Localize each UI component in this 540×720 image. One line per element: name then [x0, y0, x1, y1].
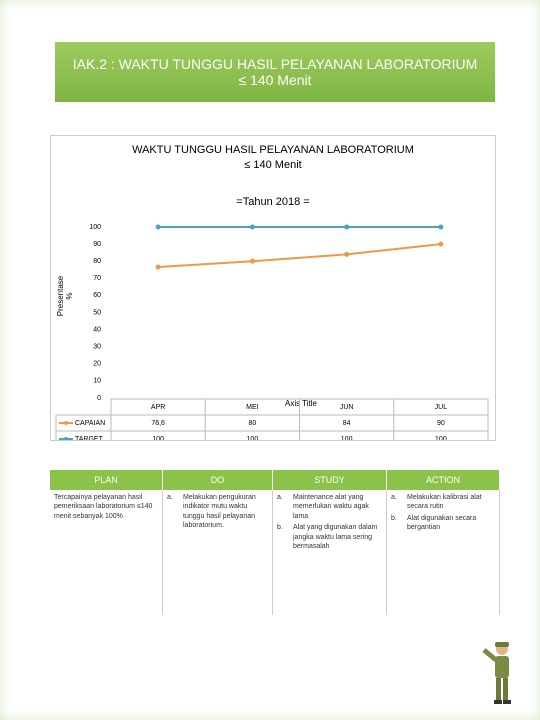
item-text: Maintenance alat yang memerlukan waktu a… [293, 494, 369, 520]
data-table-value: 80 [248, 420, 256, 427]
y-tick-label: 90 [93, 241, 101, 248]
y-tick-label: 0 [97, 395, 101, 402]
item-text: Melakukan pengukuran indikator mutu wakt… [183, 494, 256, 530]
point [249, 224, 255, 230]
study-cell: a. Maintenance alat yang memerlukan waktu… [273, 490, 387, 615]
action-cell: a. Melakukan kalibrasi alat secara rutin b… [387, 490, 500, 615]
line [158, 243, 441, 269]
item-marker: b. [277, 524, 283, 532]
point [344, 224, 350, 230]
list-item: a. Melakukan kalibrasi alat secara rutin [391, 493, 495, 512]
x-tick-label: JUL [435, 404, 448, 411]
column-header: ACTION [387, 470, 500, 490]
item-marker: a. [391, 494, 397, 501]
x-tick-label: APR [151, 404, 165, 411]
do-cell: a. Melakukan pengukuran indikator mutu wa… [163, 490, 273, 615]
y-axis-label: % [65, 292, 74, 299]
data-table-value: 100 [247, 436, 259, 441]
chart-subtitle: =Tahun 2018 = [236, 196, 309, 208]
list-item: a. Maintenance alat yang memerlukan waktu… [277, 493, 382, 521]
x-tick-label: MEI [246, 404, 259, 411]
list-item: a. Melakukan pengukuran indikator mutu wa… [167, 493, 268, 531]
legend-label: TARGET [75, 436, 104, 441]
y-tick-label: 30 [93, 344, 101, 351]
data-table-value: 100 [435, 436, 447, 441]
y-axis-label: Presentase [56, 275, 65, 316]
list-item: b. Alat digunakan secara bergantian [391, 514, 495, 533]
y-tick-label: 80 [93, 258, 101, 265]
chart-title: WAKTU TUNGGU HASIL PELAYANAN LABORATORIU… [132, 144, 414, 156]
item-marker: b. [391, 514, 397, 522]
column-header: STUDY [273, 470, 387, 490]
point [155, 264, 161, 270]
point [438, 241, 444, 247]
point [438, 224, 444, 230]
plan-cell: Tercapainya pelayanan hasil pemeriksaan … [50, 490, 163, 615]
data-table-value: 100 [341, 436, 353, 441]
item-text: Alat digunakan secara bergantian [407, 514, 477, 532]
y-tick-label: 70 [93, 275, 101, 282]
chart: WAKTU TUNGGU HASIL PELAYANAN LABORATORIU… [50, 135, 496, 441]
legend-swatch [64, 437, 68, 440]
point [155, 224, 161, 230]
legend-swatch [64, 421, 68, 425]
header-title: ≤ 140 Menit [238, 72, 312, 88]
data-table-value: 84 [343, 420, 351, 427]
y-tick-label: 100 [89, 224, 101, 231]
x-tick-label: JUN [340, 404, 354, 411]
data-table-value: 76,6 [151, 420, 165, 427]
soldier-icon [482, 642, 511, 704]
item-text: Melakukan kalibrasi alat secara rutin [407, 494, 482, 511]
item-marker: a. [277, 494, 283, 501]
legend-label: CAPAIAN [75, 420, 105, 427]
data-table-value: 90 [437, 420, 445, 427]
item-text: Alat yang digunakan dalam jangka waktu l… [293, 524, 378, 551]
chart-title: ≤ 140 Menit [244, 159, 301, 171]
item-marker: a. [167, 494, 173, 501]
y-tick-label: 40 [93, 326, 101, 333]
y-tick-label: 10 [93, 378, 101, 385]
point [249, 258, 255, 264]
header-title: IAK.2 : WAKTU TUNGGU HASIL PELAYANAN LAB… [72, 56, 478, 72]
x-axis-label: Axis Title [285, 399, 318, 408]
data-table-value: 100 [152, 436, 164, 441]
y-tick-label: 50 [93, 309, 101, 316]
point [344, 251, 350, 257]
y-tick-label: 60 [93, 292, 101, 299]
list-item: b. Alat yang digunakan dalam jangka waktu… [277, 523, 382, 551]
pdca-table: PLAN DO STUDY ACTION Tercapainya pelayanan h… [50, 470, 500, 615]
column-header: PLAN [50, 470, 163, 490]
column-header: DO [163, 470, 273, 490]
header: IAK.2 : WAKTU TUNGGU HASIL PELAYANAN LAB… [55, 42, 495, 102]
y-tick-label: 20 [93, 361, 101, 368]
